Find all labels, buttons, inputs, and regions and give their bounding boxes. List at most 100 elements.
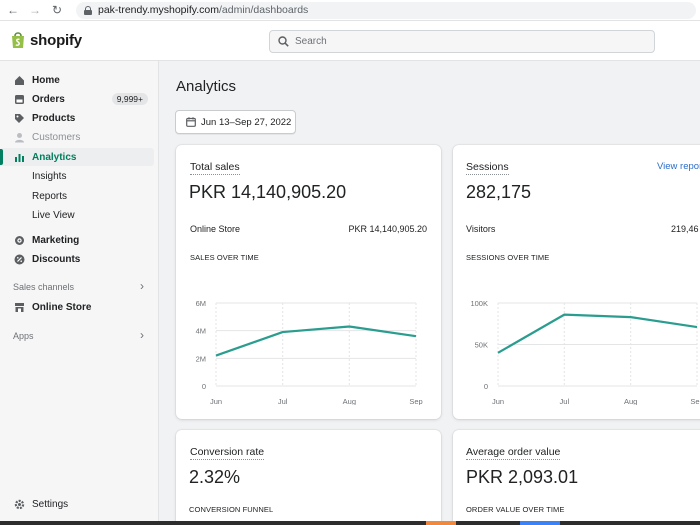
sidebar-item-label: Analytics xyxy=(32,151,77,163)
x-tick-label: Aug xyxy=(343,397,356,405)
reload-icon[interactable]: ↻ xyxy=(51,3,63,17)
chevron-right-icon[interactable]: › xyxy=(140,328,144,342)
x-tick-label: Aug xyxy=(624,397,637,405)
orders-count-badge: 9,999+ xyxy=(111,93,148,105)
visitors-label: Visitors xyxy=(466,224,496,234)
sidebar-item-label: Online Store xyxy=(32,301,92,313)
sidebar-item-label: Marketing xyxy=(32,234,80,246)
calendar-icon xyxy=(186,117,196,127)
date-range-button[interactable]: Jun 13–Sep 27, 2022 xyxy=(175,110,296,134)
y-tick-label: 4M xyxy=(196,327,206,336)
series-line xyxy=(497,313,698,354)
sales-channels-label: Sales channels xyxy=(13,282,75,292)
sales-chart-title: SALES OVER TIME xyxy=(190,253,259,262)
url-host: pak-trendy.myshopify.com xyxy=(98,4,219,16)
x-tick-label: Jun xyxy=(492,397,504,405)
aov-title[interactable]: Average order value xyxy=(466,446,561,460)
conversion-funnel-title: CONVERSION FUNNEL xyxy=(189,505,274,514)
conversion-rate-value: 2.32% xyxy=(189,467,241,487)
x-tick-label: Jun xyxy=(210,397,222,405)
admin-topbar: shopify Search xyxy=(0,21,700,61)
apps-label: Apps xyxy=(13,331,34,341)
conversion-rate-title[interactable]: Conversion rate xyxy=(190,446,265,460)
shopify-bag-icon xyxy=(12,32,24,48)
home-icon xyxy=(14,75,25,86)
back-icon[interactable]: ← xyxy=(7,3,19,17)
sessions-card: Sessions View report 282,175 Visitors 21… xyxy=(453,145,700,419)
sidebar-item-label: Home xyxy=(32,74,60,86)
sidebar-item-label: Discounts xyxy=(32,253,81,265)
sales-over-time-chart: 0 2M 4M 6M Jun Jul Aug Sep xyxy=(196,299,423,405)
browser-toolbar: ← → ↻ pak-trendy.myshopify.com/admin/das… xyxy=(0,0,700,21)
sidebar-item-label: Orders xyxy=(32,93,65,105)
discount-icon xyxy=(14,254,25,265)
sidebar-item-insights[interactable]: Insights xyxy=(0,167,154,185)
person-icon xyxy=(14,132,25,143)
series-line xyxy=(215,325,417,357)
sessions-title[interactable]: Sessions xyxy=(466,161,509,175)
target-icon xyxy=(14,235,25,246)
sidebar-item-analytics[interactable]: Analytics xyxy=(0,148,154,166)
sidebar-item-home[interactable]: Home xyxy=(0,71,154,89)
sidebar-item-settings[interactable]: Settings xyxy=(0,495,154,513)
sidebar-item-label: Customers xyxy=(32,131,81,143)
taskbar-item xyxy=(520,521,560,525)
aov-value: PKR 2,093.01 xyxy=(466,467,579,487)
sidebar-item-label: Reports xyxy=(32,190,68,202)
total-sales-value: PKR 14,140,905.20 xyxy=(189,182,347,202)
view-report-link[interactable]: View report xyxy=(657,161,700,172)
sidebar-item-label: Settings xyxy=(32,498,69,510)
average-order-value-card: Average order value PKR 2,093.01 ORDER V… xyxy=(453,430,700,525)
x-tick-label: Jul xyxy=(560,397,570,405)
sidebar-item-marketing[interactable]: Marketing xyxy=(0,231,154,249)
sessions-value: 282,175 xyxy=(466,182,532,202)
orders-icon xyxy=(14,94,25,105)
sessions-chart-title: SESSIONS OVER TIME xyxy=(466,253,550,262)
taskbar-strip xyxy=(0,521,700,525)
taskbar-item xyxy=(426,521,456,525)
chevron-right-icon[interactable]: › xyxy=(140,279,144,293)
store-icon xyxy=(14,302,25,313)
sidebar-item-label: Insights xyxy=(32,170,67,182)
sidebar-item-reports[interactable]: Reports xyxy=(0,187,154,205)
y-tick-label: 6M xyxy=(196,299,206,308)
sidebar-item-products[interactable]: Products xyxy=(0,109,154,127)
page-title: Analytics xyxy=(176,78,237,95)
order-value-chart-title: ORDER VALUE OVER TIME xyxy=(466,505,565,514)
active-indicator xyxy=(0,149,3,165)
search-placeholder: Search xyxy=(295,36,327,47)
sidebar-item-discounts[interactable]: Discounts xyxy=(0,250,154,268)
sidebar: Home Orders 9,999+ Products Customers An… xyxy=(0,61,159,525)
gear-icon xyxy=(14,499,25,510)
shopify-logo[interactable]: shopify xyxy=(10,31,82,49)
conversion-rate-card: Conversion rate 2.32% CONVERSION FUNNEL xyxy=(176,430,441,525)
total-sales-card: Total sales PKR 14,140,905.20 Online Sto… xyxy=(176,145,441,419)
visitors-value: 219,46 xyxy=(671,224,699,234)
tag-icon xyxy=(14,113,25,124)
sidebar-item-orders[interactable]: Orders 9,999+ xyxy=(0,90,154,108)
y-tick-label: 0 xyxy=(202,382,206,391)
search-input[interactable]: Search xyxy=(269,30,655,53)
online-store-label: Online Store xyxy=(190,224,241,234)
url-path: /admin/dashboards xyxy=(219,4,309,16)
address-bar[interactable]: pak-trendy.myshopify.com/admin/dashboard… xyxy=(76,1,696,19)
lock-icon xyxy=(84,5,92,15)
x-tick-label: Sep xyxy=(409,397,422,405)
x-tick-label: Sep xyxy=(690,397,700,405)
forward-icon[interactable]: → xyxy=(29,3,41,17)
sidebar-item-customers[interactable]: Customers xyxy=(0,128,154,146)
sidebar-item-label: Live View xyxy=(32,209,75,221)
total-sales-title[interactable]: Total sales xyxy=(190,161,240,175)
sidebar-item-live-view[interactable]: Live View xyxy=(0,206,154,224)
x-tick-label: Jul xyxy=(278,397,288,405)
search-icon xyxy=(278,36,289,47)
logo-text: shopify xyxy=(30,31,82,49)
y-tick-label: 2M xyxy=(196,354,206,363)
sessions-over-time-chart: 0 50K 100K Jun Jul Aug Sep xyxy=(470,299,700,405)
y-tick-label: 0 xyxy=(484,382,488,391)
sidebar-item-online-store[interactable]: Online Store xyxy=(0,298,154,316)
y-tick-label: 100K xyxy=(470,299,488,308)
y-tick-label: 50K xyxy=(475,341,488,350)
date-range-label: Jun 13–Sep 27, 2022 xyxy=(201,116,292,128)
online-store-value: PKR 14,140,905.20 xyxy=(348,224,427,234)
